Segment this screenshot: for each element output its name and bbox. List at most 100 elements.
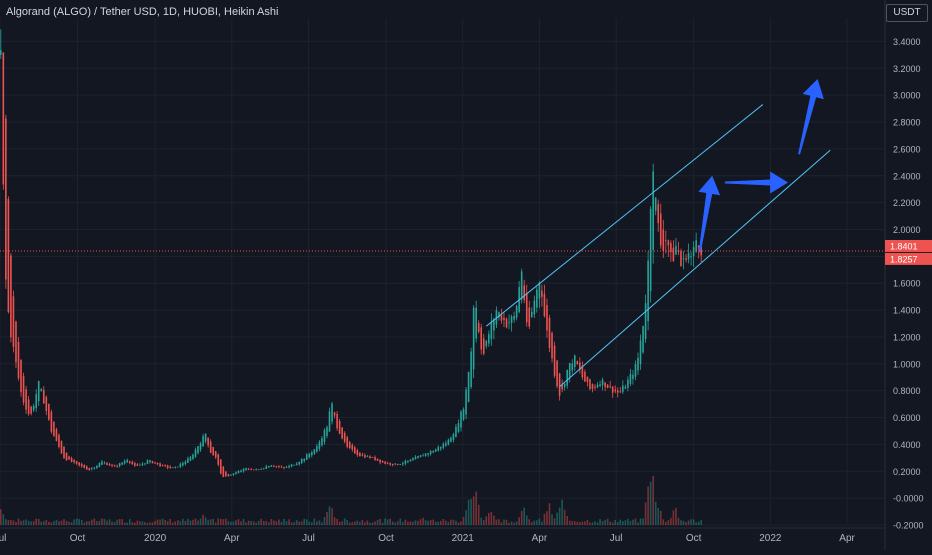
volume-bar xyxy=(222,519,225,525)
volume-bar xyxy=(531,522,533,525)
candle-body xyxy=(32,405,35,411)
candle-body xyxy=(417,456,419,459)
volume-bar xyxy=(262,521,265,525)
volume-bar xyxy=(505,519,508,525)
volume-bar xyxy=(45,519,48,525)
candle-body xyxy=(647,260,649,322)
y-tick-label: 2.4000 xyxy=(893,171,921,181)
volume-bar xyxy=(359,521,361,525)
volume-bar xyxy=(85,521,88,525)
y-tick-label: 1.2000 xyxy=(893,332,921,342)
candle-body xyxy=(695,240,697,252)
volume-bar xyxy=(255,522,257,525)
candle-body xyxy=(202,436,204,447)
candle-body xyxy=(601,379,604,386)
candle-body xyxy=(235,472,237,475)
volume-bar xyxy=(493,515,495,525)
volume-bar xyxy=(141,521,144,525)
volume-bar xyxy=(579,522,581,525)
candle-body xyxy=(225,471,227,477)
volume-bar xyxy=(250,521,252,525)
volume-bar xyxy=(333,517,336,525)
candle-body xyxy=(0,50,2,55)
volume-bar xyxy=(485,516,488,525)
volume-bar xyxy=(184,520,187,525)
volume-bar xyxy=(207,519,209,525)
candle-body xyxy=(366,456,369,458)
y-tick-label: 1.4000 xyxy=(893,306,921,316)
price-label-box xyxy=(885,252,932,265)
volume-bar xyxy=(343,518,346,525)
volume-bar xyxy=(273,520,275,525)
volume-bar xyxy=(278,519,280,525)
candle-body xyxy=(346,437,349,447)
candle-body xyxy=(573,355,576,367)
candle-body xyxy=(194,449,197,457)
candle-body xyxy=(629,374,632,384)
candle-body xyxy=(260,469,263,470)
volume-bar xyxy=(538,518,541,525)
volume-bar xyxy=(520,510,523,525)
candle-body xyxy=(323,430,326,442)
volume-bar xyxy=(437,521,440,525)
volume-bar xyxy=(336,518,338,525)
candle-body xyxy=(498,312,500,318)
volume-bar xyxy=(556,512,558,525)
candle-body xyxy=(237,471,240,474)
volume-bar xyxy=(240,521,242,525)
volume-bar xyxy=(659,511,662,525)
volume-bar xyxy=(614,519,617,525)
volume-bar xyxy=(247,520,250,525)
volume-bar xyxy=(404,519,407,525)
volume-bar xyxy=(652,475,654,525)
x-tick-label: 2022 xyxy=(759,533,782,544)
candle-body xyxy=(85,466,88,470)
volume-bar xyxy=(665,522,667,525)
volume-bar xyxy=(159,519,161,525)
volume-bar xyxy=(354,521,356,525)
volume-bar xyxy=(177,520,179,525)
candle-body xyxy=(199,443,202,450)
y-tick-label: 0.4000 xyxy=(893,440,921,450)
candle-body xyxy=(672,247,675,262)
currency-selector[interactable]: USDT xyxy=(886,4,928,22)
candles xyxy=(0,29,703,478)
candle-body xyxy=(422,455,424,457)
candle-body xyxy=(290,464,293,467)
volume-bar xyxy=(490,511,493,525)
candle-body xyxy=(275,466,278,467)
volume-bar xyxy=(323,516,326,525)
candle-body xyxy=(328,411,331,432)
candle-body xyxy=(212,447,214,456)
y-tick-label: -0.0000 xyxy=(893,494,924,504)
candle-body xyxy=(384,461,386,464)
volume-bar xyxy=(192,519,194,525)
candle-body xyxy=(680,250,682,266)
forecast-arrow xyxy=(724,171,789,194)
candle-body xyxy=(192,454,194,459)
volume-bar xyxy=(692,519,695,525)
volume-bar xyxy=(326,511,328,525)
volume-bar xyxy=(523,507,526,525)
candle-body xyxy=(490,321,493,339)
candle-body xyxy=(93,467,96,469)
candle-body xyxy=(303,458,306,462)
candle-body xyxy=(123,460,126,464)
candle-body xyxy=(131,461,134,465)
candle-body xyxy=(657,204,660,224)
candle-body xyxy=(445,443,447,446)
volume-bar xyxy=(121,519,123,525)
candle-body xyxy=(270,465,273,467)
volume-bar xyxy=(573,521,576,525)
candle-body xyxy=(257,469,260,471)
volume-bar xyxy=(134,522,136,525)
volume-bar xyxy=(25,519,27,525)
candle-body xyxy=(5,118,7,280)
volume-bars xyxy=(0,475,703,525)
candle-body xyxy=(510,316,513,323)
volume-bar xyxy=(245,522,247,525)
candle-body xyxy=(141,463,144,466)
candle-body xyxy=(627,379,629,388)
candle-body xyxy=(343,433,346,442)
volume-bar xyxy=(318,520,321,525)
